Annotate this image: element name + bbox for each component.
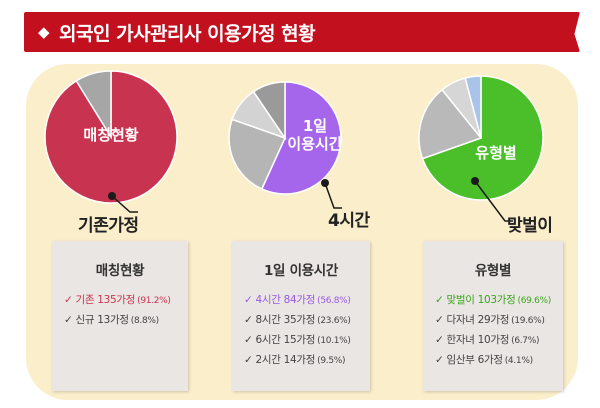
legend-item: ✓ 한자녀 10가정 (6.7%) xyxy=(435,331,563,351)
pie-slice-type-3 xyxy=(464,75,482,139)
legend-percent: (19.6%) xyxy=(511,316,545,326)
legend-title-matching: 매칭현황 xyxy=(95,263,145,279)
pie-slice-type-1 xyxy=(418,88,483,160)
check-icon: ✓ xyxy=(244,294,253,306)
legend-label: 기존 135가정 xyxy=(75,294,136,306)
pie-slice-type-0 xyxy=(421,75,544,201)
legend-item: ✓ 맞벌이 103가정 (69.6%) xyxy=(435,291,563,311)
callout-line-matching xyxy=(111,195,138,213)
legend-percent: (9.5%) xyxy=(317,356,346,366)
legend-item: ✓ 6시간 15가정 (10.1%) xyxy=(244,331,370,351)
legend-label: 신규 13가정 xyxy=(75,314,130,326)
legend-label: 맞벌이 103가정 xyxy=(446,294,516,306)
callout-existing-households: 기존가정 xyxy=(78,216,139,236)
legend-percent: (69.6%) xyxy=(517,296,551,306)
legend-label: 한자녀 10가정 xyxy=(446,334,510,346)
check-icon: ✓ xyxy=(64,314,73,326)
legend-label: 다자녀 29가정 xyxy=(446,314,510,326)
legend-list-hours: ✓ 4시간 84가정 (56.8%) ✓ 8시간 35가정 (23.6%) ✓ 6시간 15가… xyxy=(232,291,370,371)
legend-item: ✓ 8시간 35가정 (23.6%) xyxy=(244,311,370,331)
legend-percent: (8.8%) xyxy=(130,316,159,326)
check-icon: ✓ xyxy=(244,354,253,366)
pie-slice-matching-1 xyxy=(75,70,112,140)
legend-percent: (10.1%) xyxy=(317,336,351,346)
pie-slice-hours-0 xyxy=(260,81,342,195)
legend-box-type: 유형별 ✓ 맞벌이 103가정 (69.6%) ✓ 다자녀 29가정 (19.6%) ✓ 한자… xyxy=(423,241,563,391)
legend-title-hours: 1일 이용시간 xyxy=(263,263,339,279)
pie-label-hours: 1일 이용시간 xyxy=(287,117,342,153)
legend-title-type: 유형별 xyxy=(474,263,512,279)
check-icon: ✓ xyxy=(244,314,253,326)
legend-label: 2시간 14가정 xyxy=(255,354,316,366)
legend-item: ✓ 신규 13가정 (8.8%) xyxy=(64,311,188,331)
legend-box-hours: 1일 이용시간 ✓ 4시간 84가정 (56.8%) ✓ 8시간 35가정 (23.6%)… xyxy=(232,241,370,391)
legend-label: 임산부 6가정 xyxy=(446,354,504,366)
pie-slice-hours-1 xyxy=(228,118,287,190)
pie-label-type: 유형별 xyxy=(475,144,516,162)
legend-item: ✓ 임산부 6가정 (4.1%) xyxy=(435,351,563,371)
legend-item: ✓ 기존 135가정 (91.2%) xyxy=(64,291,188,311)
diamond-icon: ◆ xyxy=(38,23,50,41)
legend-percent: (23.6%) xyxy=(317,316,351,326)
legend-label: 6시간 15가정 xyxy=(255,334,316,346)
legend-box-matching: 매칭현황 ✓ 기존 135가정 (91.2%) ✓ 신규 13가정 (8.8%) xyxy=(52,241,188,391)
legend-percent: (56.8%) xyxy=(317,296,351,306)
pie-label-matching: 매칭현황 xyxy=(83,126,138,144)
callout-4-hours: 4시간 xyxy=(328,211,370,231)
legend-label: 4시간 84가정 xyxy=(255,294,316,306)
legend-item: ✓ 2시간 14가정 (9.5%) xyxy=(244,351,370,371)
title-banner: ◆ 외국인 가사관리사 이용가정 현황 xyxy=(24,12,580,52)
legend-label: 8시간 35가정 xyxy=(255,314,316,326)
legend-list-type: ✓ 맞벌이 103가정 (69.6%) ✓ 다자녀 29가정 (19.6%) ✓ 한자녀 10… xyxy=(423,291,563,371)
check-icon: ✓ xyxy=(244,334,253,346)
callout-line-hours xyxy=(324,182,342,209)
check-icon: ✓ xyxy=(435,314,444,326)
pie-slice-hours-3 xyxy=(252,81,286,141)
legend-percent: (4.1%) xyxy=(504,356,533,366)
check-icon: ✓ xyxy=(435,294,444,306)
callout-dual-income: 맞벌이 xyxy=(507,216,553,236)
legend-item: ✓ 4시간 84가정 (56.8%) xyxy=(244,291,370,311)
check-icon: ✓ xyxy=(435,334,444,346)
legend-list-matching: ✓ 기존 135가정 (91.2%) ✓ 신규 13가정 (8.8%) xyxy=(52,291,188,331)
callout-line-type xyxy=(474,180,513,222)
legend-item: ✓ 다자녀 29가정 (19.6%) xyxy=(435,311,563,331)
check-icon: ✓ xyxy=(435,354,444,366)
page-title: 외국인 가사관리사 이용가정 현황 xyxy=(59,22,316,45)
legend-percent: (91.2%) xyxy=(137,296,171,306)
legend-percent: (6.7%) xyxy=(511,336,540,346)
check-icon: ✓ xyxy=(64,294,73,306)
